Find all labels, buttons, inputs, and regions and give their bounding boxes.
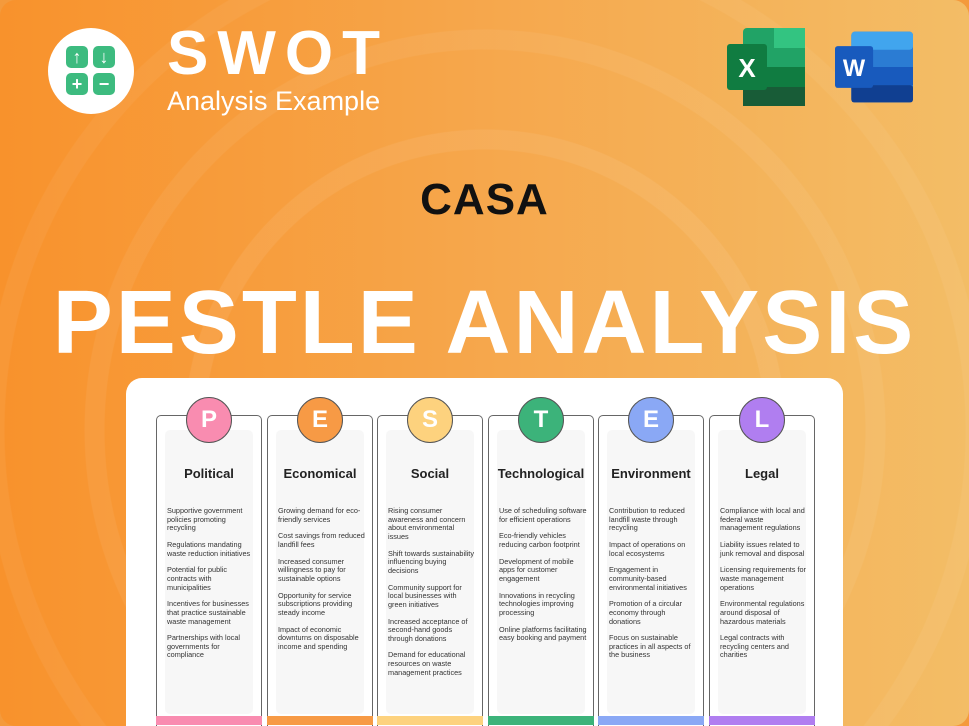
- color-bar: [488, 716, 594, 725]
- minus-icon: −: [93, 73, 115, 95]
- color-bar: [709, 716, 815, 725]
- column-title: Political: [184, 466, 234, 481]
- list-item: Opportunity for service subscriptions pr…: [278, 590, 353, 617]
- list-item: Contribution to reduced landfill waste t…: [609, 506, 685, 533]
- factor-list: Use of scheduling software for efficient…: [499, 506, 587, 651]
- list-item: Supportive government policies promoting…: [167, 506, 243, 533]
- brand-subtitle: Analysis Example: [167, 86, 381, 116]
- list-item: Potential for public contracts with muni…: [167, 565, 228, 592]
- pestle-column-legal: Legal Compliance with local and federal w…: [709, 415, 815, 726]
- list-item: Regulations mandating waste reduction in…: [167, 539, 251, 558]
- list-item: Development of mobile apps for customer …: [499, 556, 574, 583]
- factor-list: Rising consumer awareness and concern ab…: [388, 506, 476, 685]
- letter-badge: E: [297, 397, 343, 443]
- pestle-column-economical: Economical Growing demand for eco-friendl…: [267, 415, 373, 726]
- list-item: Liability issues related to junk removal…: [720, 539, 805, 558]
- letter-badge: P: [186, 397, 232, 443]
- factor-list: Supportive government policies promoting…: [167, 506, 255, 668]
- column-title: Legal: [745, 466, 779, 481]
- color-bar: [156, 716, 262, 725]
- column-title: Economical: [283, 466, 357, 481]
- list-item: Demand for educational resources on wast…: [388, 650, 466, 677]
- word-letter: W: [843, 55, 866, 81]
- column-title: Social: [410, 466, 450, 481]
- letter-badge: S: [407, 397, 453, 443]
- swot-logo: ↑ ↓ + −: [48, 28, 134, 114]
- company-name: CASA: [420, 175, 549, 224]
- list-item: Innovations in recycling technologies im…: [499, 590, 575, 617]
- column-panel: [386, 430, 474, 714]
- excel-icon[interactable]: X: [727, 28, 805, 106]
- pestle-column-environment: Environment Contribution to reduced landf…: [598, 415, 704, 726]
- list-item: Environmental regulations around disposa…: [720, 599, 805, 626]
- list-item: Impact of operations on local ecosystems: [609, 539, 686, 558]
- pestle-column-technological: Technological Use of scheduling software …: [488, 415, 594, 726]
- arrow-up-icon: ↑: [66, 46, 88, 68]
- list-item: Cost savings from reduced landfill fees: [278, 531, 365, 549]
- letter-badge: E: [628, 397, 674, 443]
- column-title: Technological: [497, 466, 585, 481]
- factor-list: Growing demand for eco-friendly services…: [278, 506, 366, 660]
- letter-badge: L: [739, 397, 785, 443]
- list-item: Eco-friendly vehicles reducing carbon fo…: [499, 531, 580, 549]
- column-panel: [497, 430, 585, 714]
- list-item: Partnerships with local governments for …: [167, 633, 241, 660]
- list-item: Shift towards sustainability influencing…: [388, 548, 474, 575]
- list-item: Promotion of a circular economy through …: [609, 599, 682, 626]
- plus-icon: +: [66, 73, 88, 95]
- list-item: Licensing requirements for waste managem…: [720, 565, 806, 592]
- list-item: Engagement in community-based environmen…: [609, 565, 687, 592]
- column-panel: [276, 430, 364, 714]
- list-item: Online platforms facilitating easy booki…: [499, 624, 587, 643]
- word-icon[interactable]: W: [835, 28, 913, 106]
- excel-letter: X: [738, 53, 756, 83]
- brand: SWOT Analysis Example: [167, 19, 389, 117]
- list-item: Compliance with local and federal waste …: [720, 506, 805, 533]
- arrow-down-icon: ↓: [93, 46, 115, 68]
- column-panel: [718, 430, 806, 714]
- list-item: Growing demand for eco-friendly services: [278, 506, 361, 524]
- color-bar: [377, 716, 483, 725]
- factor-list: Contribution to reduced landfill waste t…: [609, 506, 697, 668]
- factor-list: Compliance with local and federal waste …: [720, 506, 808, 668]
- list-item: Increased consumer willingness to pay fo…: [278, 556, 346, 583]
- pestle-column-social: Social Rising consumer awareness and conc…: [377, 415, 483, 726]
- column-panel: [165, 430, 253, 714]
- list-item: Community support for local businesses w…: [388, 582, 462, 609]
- color-bar: [267, 716, 373, 725]
- list-item: Focus on sustainable practices in all as…: [609, 633, 691, 660]
- color-bar: [598, 716, 704, 725]
- list-item: Use of scheduling software for efficient…: [499, 506, 587, 524]
- list-item: Impact of economic downturns on disposab…: [278, 624, 359, 651]
- list-item: Rising consumer awareness and concern ab…: [388, 506, 466, 541]
- column-panel: [607, 430, 695, 714]
- brand-title: SWOT: [167, 19, 389, 88]
- pestle-column-political: Political Supportive government policies …: [156, 415, 262, 726]
- page-title: PESTLE ANALYSIS: [52, 273, 917, 373]
- list-item: Increased acceptance of second-hand good…: [388, 616, 468, 643]
- list-item: Incentives for businesses that practice …: [167, 599, 249, 626]
- list-item: Legal contracts with recycling centers a…: [720, 633, 789, 660]
- letter-badge: T: [518, 397, 564, 443]
- column-title: Environment: [611, 466, 691, 481]
